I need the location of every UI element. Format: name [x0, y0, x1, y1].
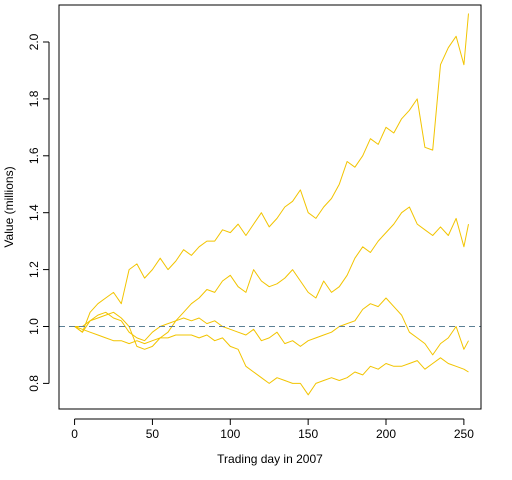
x-tick-label: 0 — [71, 427, 78, 441]
y-axis-label: Value (millions) — [2, 166, 16, 247]
x-tick-label: 200 — [376, 427, 396, 441]
y-tick-label: 1.6 — [27, 147, 41, 164]
y-tick-label: 0.8 — [27, 375, 41, 392]
y-axis: 0.8 1.0 1.2 1.4 1.6 1.8 2.0 — [27, 33, 50, 392]
x-axis: 0 50 100 150 200 250 — [71, 418, 474, 441]
x-tick-label: 250 — [454, 427, 474, 441]
x-tick-label: 150 — [298, 427, 318, 441]
y-tick-label: 2.0 — [27, 33, 41, 50]
series-line-3 — [74, 297, 469, 356]
plot-frame — [58, 4, 482, 410]
series-line-1 — [74, 13, 469, 333]
y-tick-label: 1.4 — [27, 204, 41, 221]
y-tick-label: 1.8 — [27, 90, 41, 107]
x-tick-label: 50 — [146, 427, 160, 441]
series-lines — [74, 13, 469, 396]
x-axis-label: Trading day in 2007 — [217, 452, 323, 466]
y-tick-label: 1.2 — [27, 261, 41, 278]
x-tick-label: 100 — [220, 427, 240, 441]
y-tick-label: 1.0 — [27, 318, 41, 335]
series-line-4 — [74, 326, 469, 396]
series-line-2 — [74, 206, 469, 350]
